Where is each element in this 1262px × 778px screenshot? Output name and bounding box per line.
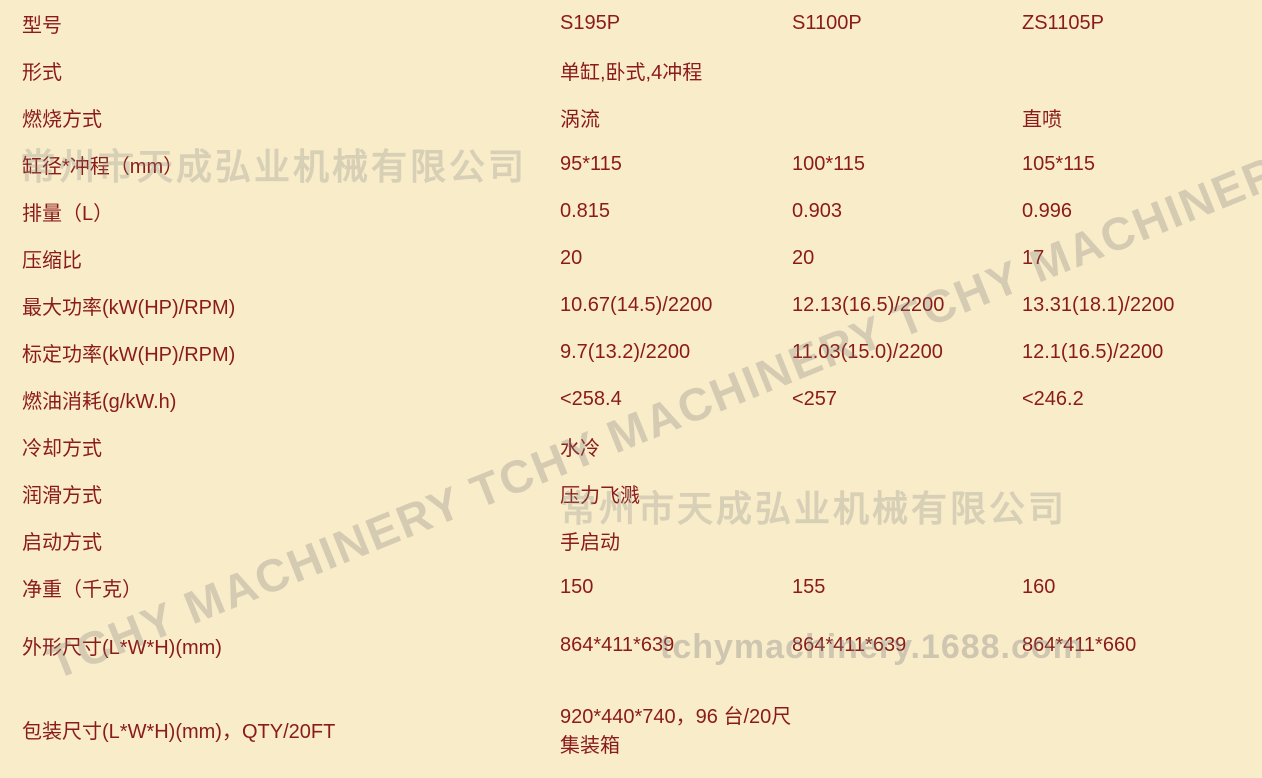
row-label: 燃烧方式 — [0, 94, 560, 141]
row-cell: 864*411*639 — [792, 611, 1022, 680]
table-row: 燃烧方式涡流 直喷 — [0, 94, 1262, 141]
row-cell: 13.31(18.1)/2200 — [1022, 282, 1262, 329]
table-row: 型号S195PS1100PZS1105P — [0, 0, 1262, 47]
table-row: 启动方式手启动 — [0, 517, 1262, 564]
row-cell: 12.1(16.5)/2200 — [1022, 329, 1262, 376]
row-label: 冷却方式 — [0, 423, 560, 470]
row-cell — [792, 470, 1022, 517]
row-cell: 涡流 — [560, 94, 792, 141]
row-cell — [1022, 680, 1262, 778]
row-cell: 17 — [1022, 235, 1262, 282]
row-cell: 压力飞溅 — [560, 470, 792, 517]
spec-table: 型号S195PS1100PZS1105P形式单缸,卧式,4冲程燃烧方式涡流直喷缸… — [0, 0, 1262, 778]
table-row: 冷却方式水冷 — [0, 423, 1262, 470]
row-cell — [792, 517, 1022, 564]
row-cell: 150 — [560, 564, 792, 611]
row-label: 压缩比 — [0, 235, 560, 282]
row-cell — [792, 423, 1022, 470]
row-cell: 20 — [560, 235, 792, 282]
table-row: 最大功率(kW(HP)/RPM)10.67(14.5)/220012.13(16… — [0, 282, 1262, 329]
row-cell: 手启动 — [560, 517, 792, 564]
row-label: 缸径*冲程（mm） — [0, 141, 560, 188]
row-label: 启动方式 — [0, 517, 560, 564]
row-cell — [792, 94, 1022, 141]
table-row: 缸径*冲程（mm）95*115100*115105*115 — [0, 141, 1262, 188]
table-row: 压缩比202017 — [0, 235, 1262, 282]
row-cell: 12.13(16.5)/2200 — [792, 282, 1022, 329]
row-cell: S1100P — [792, 0, 1022, 47]
row-cell — [1022, 470, 1262, 517]
row-cell: 160 — [1022, 564, 1262, 611]
row-label: 形式 — [0, 47, 560, 94]
row-label: 燃油消耗(g/kW.h) — [0, 376, 560, 423]
row-cell: ZS1105P — [1022, 0, 1262, 47]
row-cell — [1022, 517, 1262, 564]
row-cell: <258.4 — [560, 376, 792, 423]
row-cell: 10.67(14.5)/2200 — [560, 282, 792, 329]
row-cell: 100*115 — [792, 141, 1022, 188]
row-cell: 864*411*639 — [560, 611, 792, 680]
row-cell: 水冷 — [560, 423, 792, 470]
row-cell: 单缸,卧式,4冲程 — [560, 47, 792, 94]
row-cell: 864*411*660 — [1022, 611, 1262, 680]
row-cell: 11.03(15.0)/2200 — [792, 329, 1022, 376]
row-label: 排量（L） — [0, 188, 560, 235]
row-cell: 0.815 — [560, 188, 792, 235]
row-cell — [792, 47, 1022, 94]
row-cell: 直喷 — [1022, 94, 1262, 141]
row-cell: 920*440*740，96 台/20尺集装箱 — [560, 680, 792, 778]
row-label: 型号 — [0, 0, 560, 47]
row-cell: 20 — [792, 235, 1022, 282]
row-cell: 0.903 — [792, 188, 1022, 235]
table-row: 外形尺寸(L*W*H)(mm)864*411*639864*411*639864… — [0, 611, 1262, 680]
row-cell — [1022, 423, 1262, 470]
row-cell: S195P — [560, 0, 792, 47]
table-row: 标定功率(kW(HP)/RPM)9.7(13.2)/220011.03(15.0… — [0, 329, 1262, 376]
table-row: 润滑方式压力飞溅 — [0, 470, 1262, 517]
row-cell — [1022, 47, 1262, 94]
row-label: 外形尺寸(L*W*H)(mm) — [0, 611, 560, 680]
table-row: 净重（千克）150155160 — [0, 564, 1262, 611]
row-cell: 155 — [792, 564, 1022, 611]
row-label: 润滑方式 — [0, 470, 560, 517]
table-row: 燃油消耗(g/kW.h)<258.4<257<246.2 — [0, 376, 1262, 423]
row-label: 净重（千克） — [0, 564, 560, 611]
row-cell: 0.996 — [1022, 188, 1262, 235]
row-cell: 105*115 — [1022, 141, 1262, 188]
row-cell: <257 — [792, 376, 1022, 423]
table-row: 形式单缸,卧式,4冲程 — [0, 47, 1262, 94]
row-cell: 9.7(13.2)/2200 — [560, 329, 792, 376]
row-cell: 95*115 — [560, 141, 792, 188]
row-label: 标定功率(kW(HP)/RPM) — [0, 329, 560, 376]
row-cell — [792, 680, 1022, 778]
table-row: 包装尺寸(L*W*H)(mm)，QTY/20FT920*440*740，96 台… — [0, 680, 1262, 778]
row-label: 最大功率(kW(HP)/RPM) — [0, 282, 560, 329]
row-label: 包装尺寸(L*W*H)(mm)，QTY/20FT — [0, 680, 560, 778]
table-row: 排量（L）0.8150.9030.996 — [0, 188, 1262, 235]
row-cell: <246.2 — [1022, 376, 1262, 423]
